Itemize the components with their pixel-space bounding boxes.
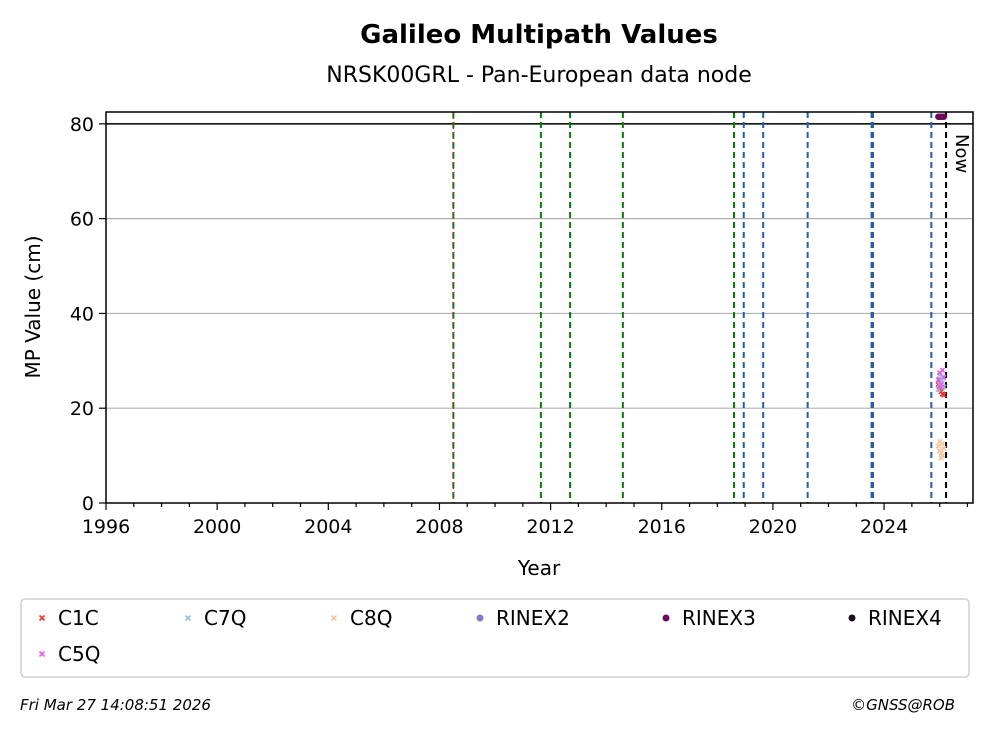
y-tick-label: 20: [70, 398, 94, 420]
legend-marker: [184, 614, 192, 622]
plot-frame: [105, 111, 974, 504]
x-tick-label: 2012: [526, 516, 574, 538]
x-tick-label: 2016: [638, 516, 686, 538]
legend-marker: [330, 614, 338, 622]
legend-label: C5Q: [58, 642, 100, 666]
y-tick-label: 60: [70, 209, 94, 231]
data-point: [939, 367, 946, 374]
legend-label: RINEX4: [868, 606, 942, 630]
legend-entry: C1C: [38, 606, 99, 630]
data-point: [941, 445, 947, 452]
legend-entry: C7Q: [184, 606, 246, 630]
x-tick-label: 2004: [304, 516, 352, 538]
y-tick-label: 80: [70, 114, 94, 136]
footer-credit: ©GNSS@ROB: [851, 696, 955, 714]
x-tick-label: 2024: [860, 516, 908, 538]
legend-label: C8Q: [350, 606, 392, 630]
legend-entry: C5Q: [38, 642, 100, 666]
legend-label: C1C: [58, 606, 99, 630]
x-axis-label: Year: [517, 556, 561, 580]
data-point: [938, 455, 944, 461]
y-axis-label: MP Value (cm): [21, 235, 45, 378]
legend-marker: [476, 614, 484, 622]
data-point: [941, 392, 947, 398]
x-tick-label: 2000: [193, 516, 241, 538]
legend-label: RINEX2: [496, 606, 570, 630]
legend-entry: RINEX2: [476, 606, 570, 630]
data-point: [941, 374, 947, 381]
legend-entry: RINEX4: [848, 606, 942, 630]
y-tick-label: 0: [82, 493, 94, 515]
x-tick-label: 2008: [415, 516, 463, 538]
legend: C1C C7Q C8Q RINEX2 RINEX3 RINEX4 C5Q: [20, 598, 970, 678]
legend-marker: [662, 614, 670, 622]
legend-label: C7Q: [204, 606, 246, 630]
footer-timestamp: Fri Mar 27 14:08:51 2026: [20, 696, 211, 714]
x-tick-label: 2020: [749, 516, 797, 538]
data-point: [936, 384, 943, 390]
data-point: [939, 374, 946, 381]
y-tick-label: 40: [70, 303, 94, 325]
data-point: [935, 377, 942, 383]
legend-label: RINEX3: [682, 606, 756, 630]
chart-title: Galileo Multipath Values: [360, 20, 718, 50]
plot-area: Now 1996 2000 2004 2008 2012 2016 2020 2024 0 20 4…: [70, 111, 974, 538]
data-point: [940, 113, 948, 120]
legend-box: [20, 598, 970, 678]
legend-entry: C8Q: [330, 606, 392, 630]
data-point: [936, 438, 943, 445]
data-point: [935, 443, 942, 449]
chart-subtitle: NRSK00GRL - Pan-European data node: [326, 63, 752, 88]
now-label: Now: [951, 134, 972, 173]
legend-marker: [38, 650, 46, 658]
legend-marker: [38, 614, 46, 622]
x-tick-label: 1996: [82, 516, 130, 538]
legend-entry: RINEX3: [662, 606, 756, 630]
legend-marker: [848, 614, 856, 622]
